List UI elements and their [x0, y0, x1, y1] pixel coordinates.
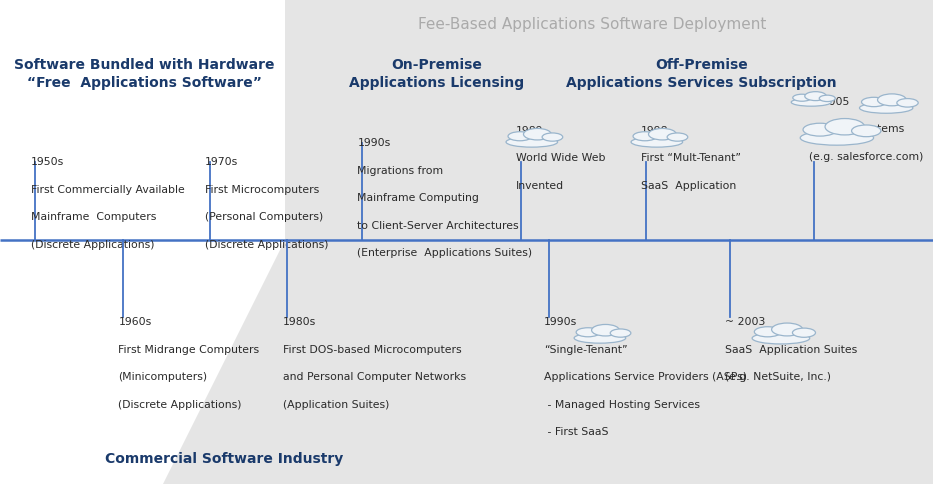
- Ellipse shape: [772, 323, 802, 336]
- Text: Mainframe Computing: Mainframe Computing: [357, 193, 480, 203]
- Ellipse shape: [859, 103, 912, 113]
- Text: - Managed Hosting Services: - Managed Hosting Services: [544, 400, 700, 410]
- Ellipse shape: [819, 95, 835, 102]
- Ellipse shape: [523, 128, 551, 140]
- Ellipse shape: [793, 94, 812, 101]
- Ellipse shape: [897, 99, 918, 107]
- Text: (Personal Computers): (Personal Computers): [205, 212, 324, 223]
- Text: (Application Suites): (Application Suites): [283, 400, 389, 410]
- Text: SaaS  Application Suites: SaaS Application Suites: [725, 345, 857, 355]
- Text: 1960s: 1960s: [118, 317, 152, 327]
- Ellipse shape: [576, 328, 600, 337]
- Ellipse shape: [633, 132, 657, 141]
- Text: 1950s: 1950s: [31, 157, 64, 167]
- Text: (Discrete Applications): (Discrete Applications): [118, 400, 242, 410]
- Text: Off-Premise
Applications Services Subscription: Off-Premise Applications Services Subscr…: [566, 58, 837, 91]
- Ellipse shape: [506, 137, 558, 147]
- Ellipse shape: [610, 329, 631, 337]
- Text: World Wide Web: World Wide Web: [516, 153, 606, 164]
- Ellipse shape: [792, 328, 815, 337]
- Text: First Microcomputers: First Microcomputers: [205, 185, 319, 195]
- Text: SaaS  Application: SaaS Application: [641, 181, 736, 191]
- Polygon shape: [163, 240, 285, 484]
- Text: 1990s: 1990s: [357, 138, 391, 148]
- Text: Commercial Software Industry: Commercial Software Industry: [104, 452, 343, 466]
- Text: Fee-Based Applications Software Deployment: Fee-Based Applications Software Deployme…: [418, 17, 767, 32]
- Text: (e.g. NetSuite, Inc.): (e.g. NetSuite, Inc.): [725, 372, 831, 382]
- Ellipse shape: [752, 333, 810, 344]
- Ellipse shape: [791, 98, 831, 106]
- Text: ~ 2003: ~ 2003: [725, 317, 765, 327]
- Text: First Midrange Computers: First Midrange Computers: [118, 345, 259, 355]
- Text: (Discrete Applications): (Discrete Applications): [205, 240, 328, 250]
- Text: 1989: 1989: [516, 126, 543, 136]
- Text: (Minicomputers): (Minicomputers): [118, 372, 208, 382]
- Text: “Single-Tenant”: “Single-Tenant”: [544, 345, 628, 355]
- Text: (e.g. salesforce.com): (e.g. salesforce.com): [809, 152, 924, 162]
- Ellipse shape: [508, 132, 532, 141]
- Text: and Personal Computer Networks: and Personal Computer Networks: [283, 372, 466, 382]
- Ellipse shape: [648, 128, 676, 140]
- Ellipse shape: [878, 94, 906, 106]
- Text: 1990s: 1990s: [544, 317, 578, 327]
- Text: 1970s: 1970s: [205, 157, 239, 167]
- FancyBboxPatch shape: [285, 0, 933, 484]
- Ellipse shape: [861, 97, 886, 106]
- Text: to Client-Server Architectures: to Client-Server Architectures: [357, 221, 519, 231]
- Text: On-Premise
Applications Licensing: On-Premise Applications Licensing: [349, 58, 524, 91]
- Text: Invented: Invented: [516, 181, 564, 191]
- Text: SaaS Ecosystems: SaaS Ecosystems: [809, 124, 904, 135]
- Ellipse shape: [803, 123, 837, 136]
- Text: Software Bundled with Hardware
“Free  Applications Software”: Software Bundled with Hardware “Free App…: [14, 58, 275, 91]
- Text: First Commercially Available: First Commercially Available: [31, 185, 185, 195]
- Ellipse shape: [574, 333, 626, 343]
- Ellipse shape: [667, 133, 688, 141]
- Text: (Enterprise  Applications Suites): (Enterprise Applications Suites): [357, 248, 533, 258]
- Text: ~ 2005: ~ 2005: [809, 97, 849, 107]
- Ellipse shape: [592, 324, 620, 336]
- Text: - First SaaS: - First SaaS: [544, 427, 608, 438]
- Ellipse shape: [542, 133, 563, 141]
- Text: Applications Service Providers (ASPs): Applications Service Providers (ASPs): [544, 372, 747, 382]
- Text: First “Mult-Tenant”: First “Mult-Tenant”: [641, 153, 741, 164]
- Text: 1998: 1998: [641, 126, 668, 136]
- Text: Mainframe  Computers: Mainframe Computers: [31, 212, 156, 223]
- Ellipse shape: [631, 137, 683, 147]
- Ellipse shape: [754, 327, 781, 337]
- Ellipse shape: [825, 119, 865, 135]
- Text: First DOS-based Microcomputers: First DOS-based Microcomputers: [283, 345, 461, 355]
- Ellipse shape: [801, 131, 873, 145]
- Text: (Discrete Applications): (Discrete Applications): [31, 240, 154, 250]
- Ellipse shape: [852, 125, 881, 136]
- Ellipse shape: [805, 91, 827, 101]
- Text: Migrations from: Migrations from: [357, 166, 443, 176]
- Text: 1980s: 1980s: [283, 317, 316, 327]
